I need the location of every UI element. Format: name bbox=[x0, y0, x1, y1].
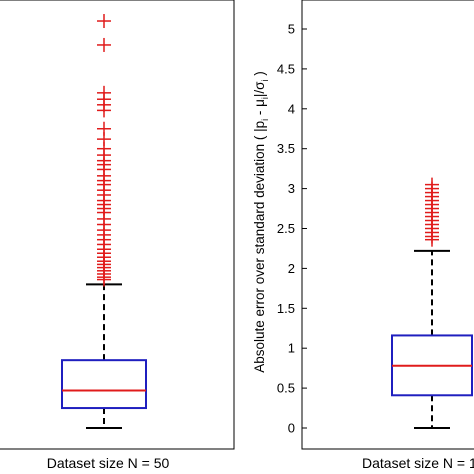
y-tick-label: 0 bbox=[288, 421, 295, 436]
y-tick-label: 4 bbox=[288, 101, 295, 116]
y-tick-label: 2.5 bbox=[277, 221, 295, 236]
iqr-box bbox=[61, 359, 147, 410]
y-tick-label: 4.5 bbox=[277, 61, 295, 76]
y-label-suffix: ) bbox=[252, 71, 267, 79]
left-plot-area bbox=[61, 14, 147, 429]
y-label-prefix: Absolute error over standard deviation (… bbox=[252, 121, 267, 373]
y-label-sigma: |/σ bbox=[252, 81, 267, 97]
outlier-point bbox=[97, 272, 111, 287]
right-plot-area bbox=[391, 177, 473, 429]
left-axes-frame bbox=[0, 0, 235, 450]
outlier-point bbox=[97, 14, 111, 29]
y-tick-label: 3 bbox=[288, 181, 295, 196]
y-tick-label: 3.5 bbox=[277, 141, 295, 156]
y-tick-label: 1 bbox=[288, 341, 295, 356]
right-y-axis-label: Absolute error over standard deviation (… bbox=[252, 71, 270, 373]
left-x-axis-label: Dataset size N = 50 bbox=[47, 455, 170, 471]
right-axes-frame bbox=[301, 0, 474, 450]
y-label-mid: - μ bbox=[252, 99, 267, 119]
outlier-point bbox=[97, 37, 111, 52]
y-tick-label: 2 bbox=[288, 261, 295, 276]
y-tick-label: 0.5 bbox=[277, 381, 295, 396]
outlier-point bbox=[425, 232, 439, 247]
left-boxplot-panel: Dataset size N = 50 bbox=[0, 0, 235, 471]
y-label-sub-i: i bbox=[260, 97, 270, 99]
outlier-point bbox=[97, 103, 111, 118]
y-tick-label: 1.5 bbox=[277, 301, 295, 316]
right-y-axis-ticks: 0 0.5 1 1.5 2 2.5 3 3.5 4 4.5 5 bbox=[277, 22, 307, 436]
right-x-axis-label: Dataset size N = 1 bbox=[362, 455, 474, 471]
y-label-sub-i: i bbox=[260, 119, 270, 121]
y-tick-label: 5 bbox=[288, 22, 295, 37]
right-boxplot-panel: 0 0.5 1 1.5 2 2.5 3 3.5 4 4.5 5 Absolute error ove… bbox=[252, 0, 474, 471]
y-label-sub-i: i bbox=[260, 79, 270, 81]
